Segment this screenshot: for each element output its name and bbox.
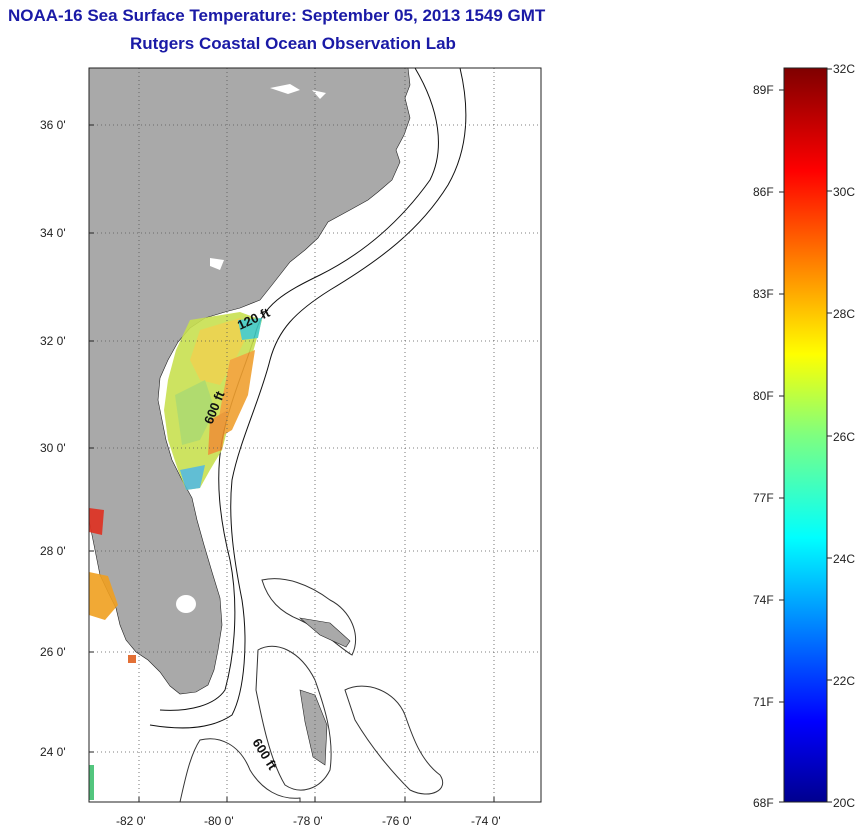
inland-water-1 [270, 84, 300, 94]
map-title: NOAA-16 Sea Surface Temperature: Septemb… [8, 6, 546, 25]
colorbar-c-32: 32C [833, 62, 856, 76]
cuba-shelf-contour [179, 738, 301, 802]
inland-water-2 [312, 90, 326, 99]
great-bahama-bank-contour [255, 645, 332, 791]
isobath-600ft [149, 68, 467, 729]
lon-label-80: -80 0' [204, 814, 234, 828]
little-bahama-bank-contour [261, 578, 357, 656]
lat-label-28: 28 0' [40, 544, 66, 558]
colorbar-c-28: 28C [833, 307, 856, 321]
grand-bahama-island [298, 617, 351, 648]
andros-island [299, 689, 328, 766]
colorbar-f-74: 74F [753, 593, 774, 607]
colorbar-c-20: 20C [833, 796, 856, 810]
colorbar-f-86: 86F [753, 185, 774, 199]
colorbar-c-22: 22C [833, 674, 856, 688]
colorbar-f-80: 80F [753, 389, 774, 403]
colorbar-f-68: 68F [753, 796, 774, 810]
lat-label-30: 30 0' [40, 441, 66, 455]
us-mainland-land [89, 68, 411, 695]
lat-label-36: 36 0' [40, 118, 66, 132]
lat-label-26: 26 0' [40, 645, 66, 659]
colorbar-f-71: 71F [753, 695, 774, 709]
colorbar-c-24: 24C [833, 552, 856, 566]
colorbar [783, 67, 828, 803]
lat-label-32: 32 0' [40, 334, 66, 348]
axis-ticks [89, 124, 495, 802]
lon-label-78: -78 0' [293, 814, 323, 828]
colorbar-f-77: 77F [753, 491, 774, 505]
lon-label-74: -74 0' [471, 814, 501, 828]
lon-label-82: -82 0' [116, 814, 146, 828]
sst-swath [164, 312, 262, 490]
lon-label-76: -76 0' [382, 814, 412, 828]
colorbar-f-83: 83F [753, 287, 774, 301]
lat-label-24: 24 0' [40, 745, 66, 759]
lat-label-34: 34 0' [40, 226, 66, 240]
inland-water-3 [210, 258, 224, 270]
colorbar-c-30: 30C [833, 185, 856, 199]
map-subtitle: Rutgers Coastal Ocean Observation Lab [130, 34, 456, 53]
exuma-bank-contour [344, 685, 443, 795]
sst-west-florida-patches [89, 508, 136, 800]
colorbar-c-26: 26C [833, 430, 856, 444]
colorbar-f-89: 89F [753, 83, 774, 97]
lat-lon-grid [89, 68, 541, 802]
colorbar-ticks [779, 68, 832, 803]
lake-okeechobee [176, 595, 196, 613]
